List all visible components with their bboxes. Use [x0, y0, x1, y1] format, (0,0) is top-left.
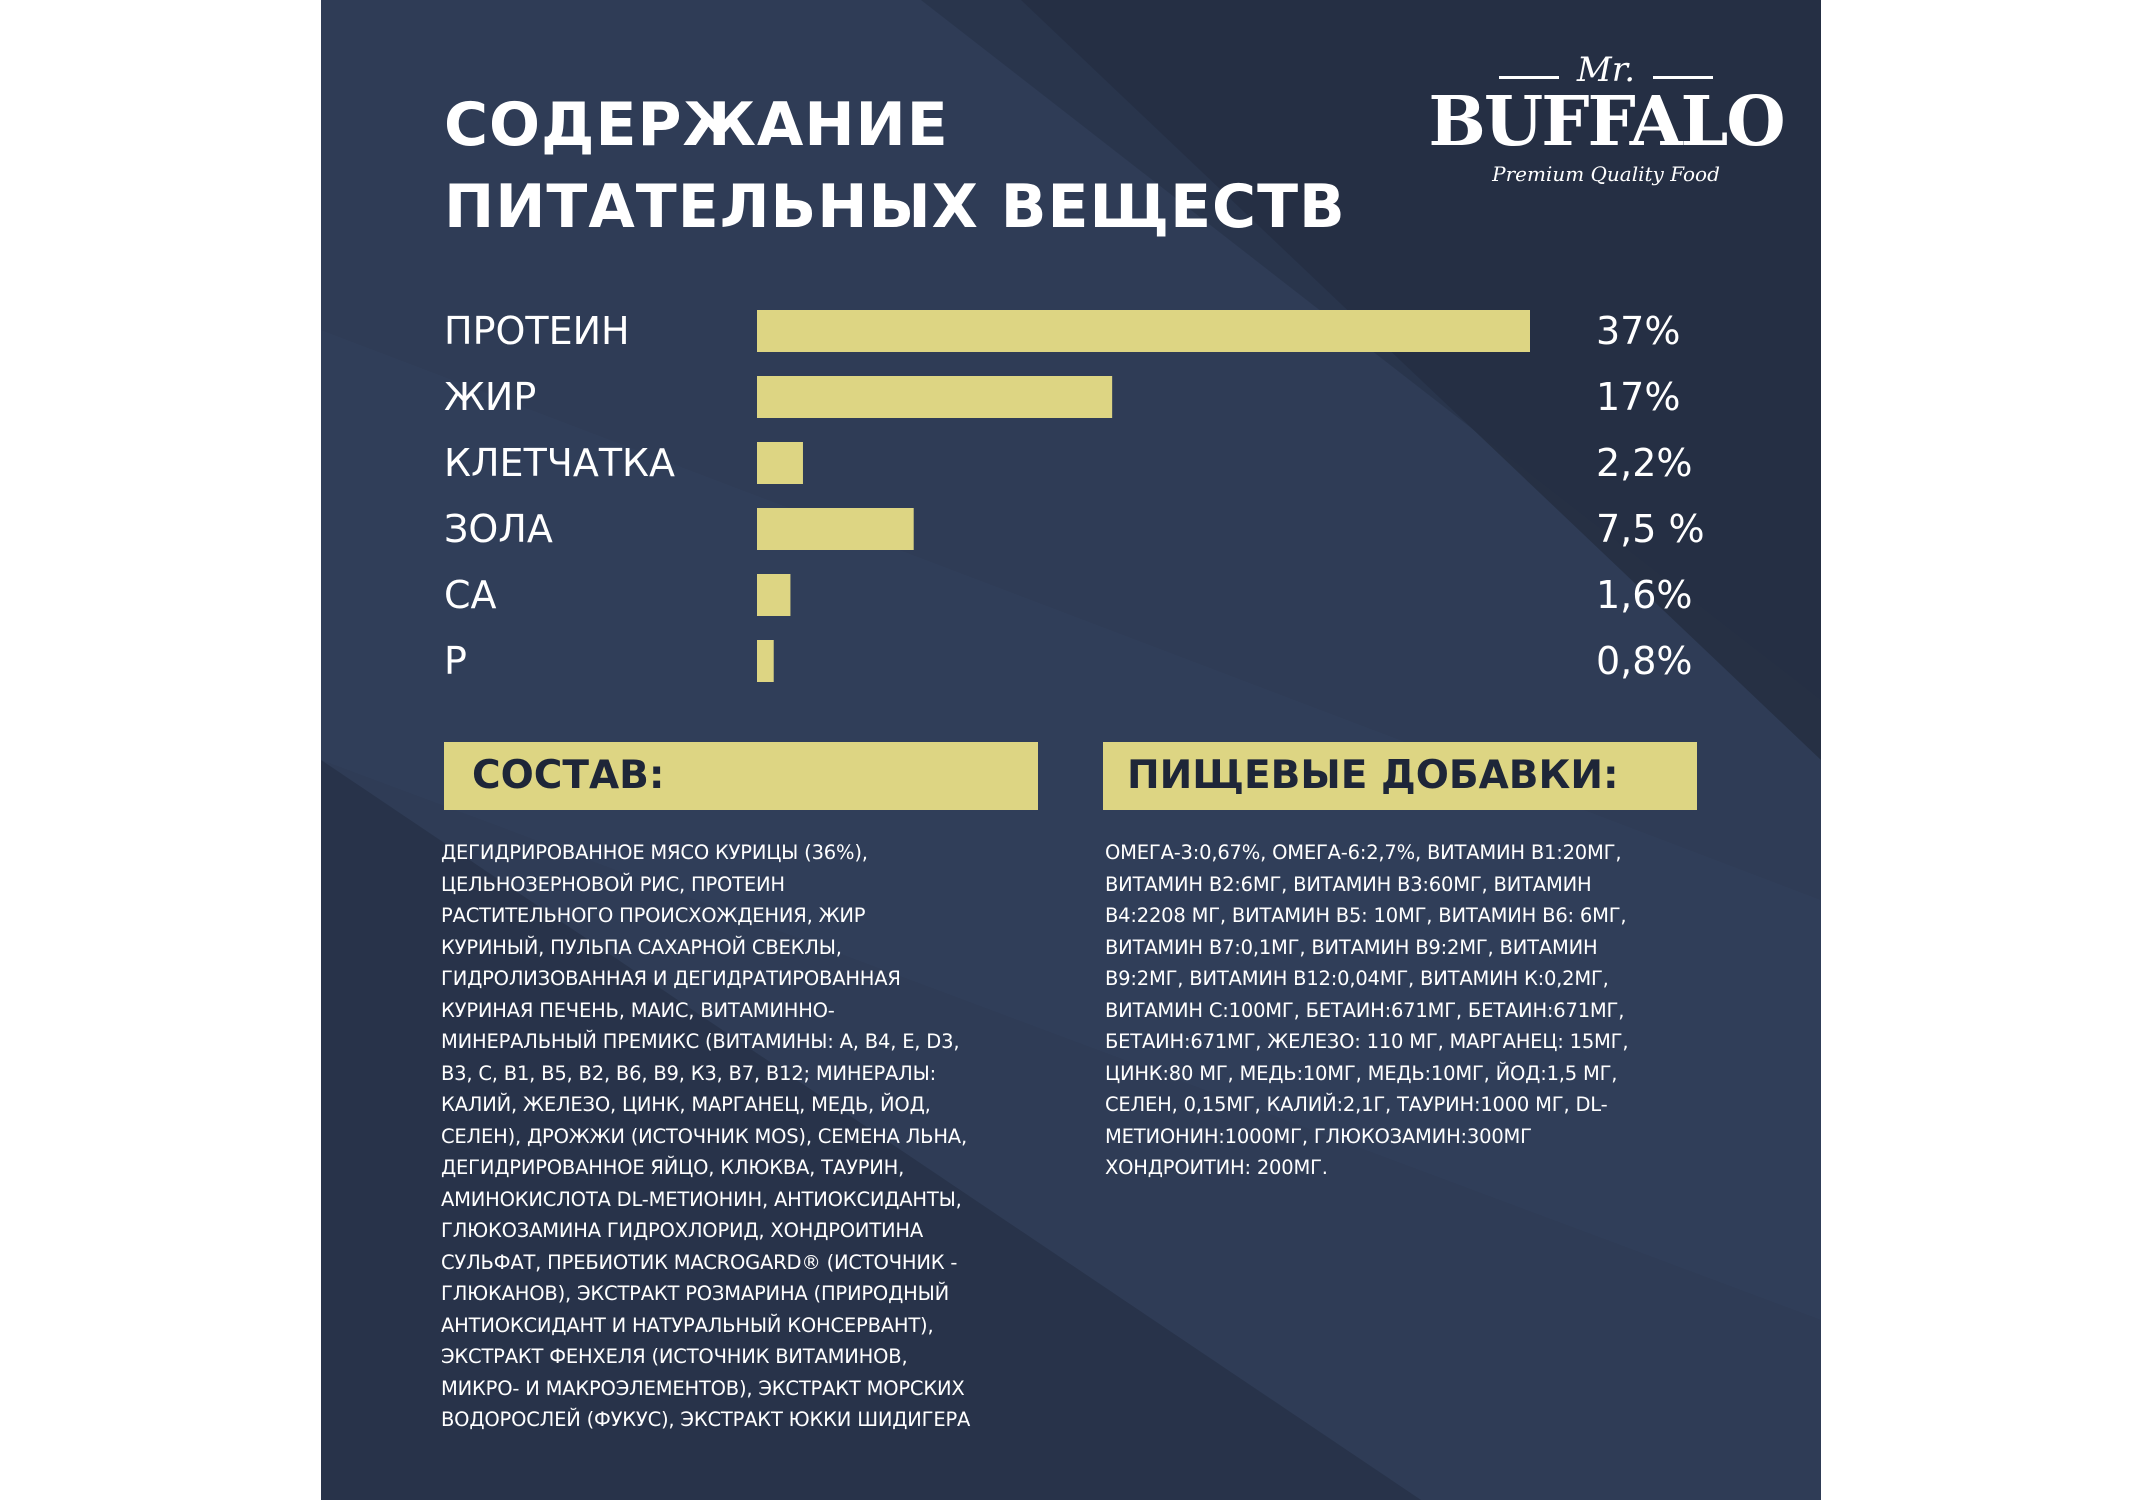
additives-header: ПИЩЕВЫЕ ДОБАВКИ:	[1103, 742, 1697, 810]
logo-line-left	[1499, 76, 1559, 79]
category-label: ПРОТЕИН	[444, 309, 630, 353]
bar	[757, 442, 803, 484]
logo-mr: Mr.	[1576, 50, 1636, 90]
bg-light-band	[321, 330, 1821, 1320]
value-label: 17%	[1596, 375, 1680, 419]
bar	[757, 376, 1113, 418]
logo-brand: BUFFALO	[1428, 82, 1785, 162]
nutrition-card: СОДЕРЖАНИЕ ПИТАТЕЛЬНЫХ ВЕЩЕСТВ Mr. BUFFA…	[321, 0, 1821, 1500]
logo-line-right	[1653, 76, 1713, 79]
category-label: ЖИР	[444, 375, 536, 419]
value-label: 37%	[1596, 309, 1680, 353]
value-label: 1,6%	[1596, 573, 1693, 617]
page-title-line-1: СОДЕРЖАНИЕ	[444, 90, 949, 160]
value-label: 2,2%	[1596, 441, 1693, 485]
composition-text: ДЕГИДРИРОВАННОЕ МЯСО КУРИЦЫ (36%), ЦЕЛЬН…	[441, 841, 971, 1431]
page-title: СОДЕРЖАНИЕ ПИТАТЕЛЬНЫХ ВЕЩЕСТВ	[444, 84, 1346, 248]
bar	[757, 310, 1530, 352]
additives-text: ОМЕГА-3:0,67%, ОМЕГА-6:2,7%, ВИТАМИН В1:…	[1105, 841, 1629, 1179]
category-label: КЛЕТЧАТКА	[444, 441, 675, 485]
composition-header: СОСТАВ:	[444, 742, 1038, 810]
logo-tagline: Premium Quality Food	[1492, 162, 1720, 186]
value-label: 0,8%	[1596, 639, 1693, 683]
category-label: P	[444, 639, 467, 683]
page-title-line-2: ПИТАТЕЛЬНЫХ ВЕЩЕСТВ	[444, 172, 1346, 242]
value-label: 7,5 %	[1596, 507, 1705, 551]
nutrient-bar-chart: ПРОТЕИН 37% ЖИР 17% КЛЕТЧАТКА 2,2% ЗОЛА 7,5 % CA…	[444, 309, 1705, 683]
background-shapes	[321, 0, 1821, 1500]
brand-logo: Mr. BUFFALO Premium Quality Food	[1421, 50, 1791, 200]
bar	[757, 508, 914, 550]
bg-dark-band-bottom	[321, 760, 1421, 1500]
category-label: ЗОЛА	[444, 507, 553, 551]
category-label: CA	[444, 573, 497, 617]
bar	[757, 640, 774, 682]
bar	[757, 574, 791, 616]
